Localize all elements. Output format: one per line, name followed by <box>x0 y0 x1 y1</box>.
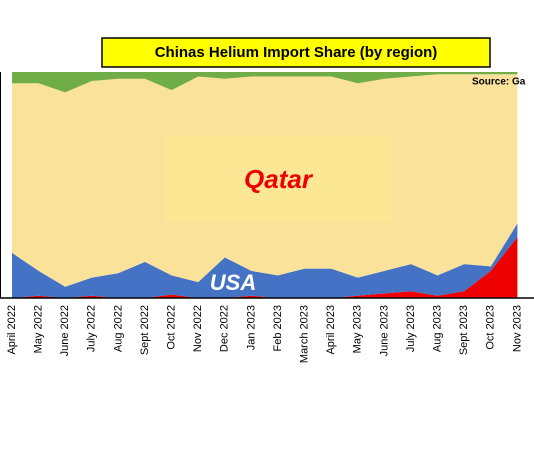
area-label: USA <box>210 270 256 295</box>
x-tick-label: April 2022 <box>6 305 18 355</box>
x-tick-label: Sept 2023 <box>458 305 470 355</box>
x-tick-label: July 2023 <box>405 305 417 352</box>
highlight <box>165 136 392 222</box>
chart-title: Chinas Helium Import Share (by region) <box>155 44 438 61</box>
x-tick-label: Aug 2023 <box>432 305 444 352</box>
x-tick-label: Sept 2022 <box>139 305 151 355</box>
x-tick-label: March 2023 <box>299 305 311 363</box>
x-tick-label: April 2023 <box>325 305 337 355</box>
title-box <box>101 37 491 68</box>
area <box>12 223 518 298</box>
x-tick-label: July 2022 <box>86 305 98 352</box>
area-label: R <box>527 256 534 281</box>
x-tick-label: Feb 2023 <box>272 305 284 351</box>
area-label: Qatar <box>244 164 314 194</box>
x-tick-label: Oct 2022 <box>166 305 178 350</box>
x-tick-label: Nov 2023 <box>511 305 523 352</box>
x-tick-label: June 2023 <box>378 305 390 356</box>
area <box>12 72 518 93</box>
x-tick-label: Aug 2022 <box>112 305 124 352</box>
x-tick-label: Jan 2023 <box>245 305 257 350</box>
x-tick-label: Nov 2022 <box>192 305 204 352</box>
x-tick-label: June 2022 <box>59 305 71 356</box>
x-tick-label: Oct 2023 <box>485 305 497 350</box>
source: Source: Ga <box>472 77 526 88</box>
x-tick-label: Dec 2022 <box>219 305 231 352</box>
x-tick-label: May 2023 <box>352 305 364 353</box>
area <box>12 236 518 298</box>
x-tick-label: May 2022 <box>33 305 45 353</box>
